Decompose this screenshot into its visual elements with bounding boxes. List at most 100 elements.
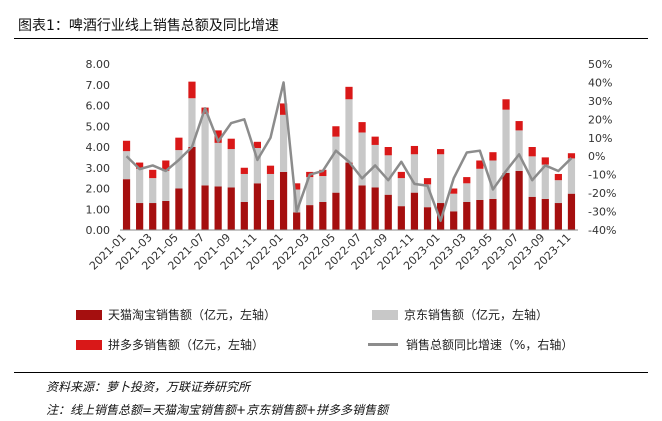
bar-jd xyxy=(489,160,497,199)
bar-tmall xyxy=(502,172,510,230)
left-axis-tick-label: 5.00 xyxy=(86,120,111,133)
bar-jd xyxy=(332,136,340,193)
bar-pdd xyxy=(476,160,484,169)
bar-tmall xyxy=(450,211,458,230)
right-axis-tick-label: 50% xyxy=(588,58,612,71)
bar-tmall xyxy=(319,201,327,230)
bar-tmall xyxy=(567,193,576,230)
bar-tmall xyxy=(371,187,379,230)
bar-jd xyxy=(266,173,275,200)
right-axis-tick-label: 0% xyxy=(588,150,605,163)
left-axis-tick-label: 4.00 xyxy=(86,141,111,154)
bar-tmall xyxy=(162,200,170,230)
bar-pdd xyxy=(214,130,222,143)
bar-pdd xyxy=(122,140,131,152)
bar-pdd xyxy=(345,86,353,100)
title-divider xyxy=(14,38,648,39)
bar-tmall xyxy=(489,198,497,231)
bar-jd xyxy=(358,132,366,186)
legend-swatch-tmall xyxy=(76,309,102,320)
bar-tmall xyxy=(437,203,445,230)
bar-pdd xyxy=(397,171,405,179)
bar-tmall xyxy=(541,198,549,231)
legend-item-yoy: 销售总额同比增速（%，右轴） xyxy=(368,336,573,353)
bar-jd xyxy=(227,149,235,188)
bar-pdd xyxy=(567,153,576,159)
bar-jd xyxy=(554,180,562,204)
bar-tmall xyxy=(188,147,196,230)
bar-tmall xyxy=(463,201,471,230)
bar-pdd xyxy=(149,169,157,179)
bar-tmall xyxy=(358,185,366,230)
bar-jd xyxy=(384,155,392,195)
bar-jd xyxy=(397,178,405,207)
bar-jd xyxy=(515,130,523,171)
bar-tmall xyxy=(528,196,536,230)
bar-tmall xyxy=(476,199,484,230)
bar-tmall xyxy=(397,206,405,230)
bar-jd xyxy=(201,113,209,186)
bar-tmall xyxy=(227,187,235,230)
bar-tmall xyxy=(410,192,419,230)
bar-jd xyxy=(253,148,261,184)
legend-swatch-jd xyxy=(372,309,398,320)
bar-pdd xyxy=(136,162,144,169)
bar-jd xyxy=(463,183,471,202)
bar-tmall xyxy=(423,207,432,230)
bar-pdd xyxy=(384,147,392,156)
legend-label-yoy: 销售总额同比增速（%，右轴） xyxy=(406,338,574,352)
bar-pdd xyxy=(554,173,562,181)
bar-pdd xyxy=(489,152,497,161)
left-axis-tick-label: 0.00 xyxy=(86,224,111,237)
legend-label-tmall: 天猫淘宝销售额（亿元，左轴） xyxy=(108,308,277,322)
bar-jd xyxy=(502,109,510,173)
bar-pdd xyxy=(188,81,196,99)
bar-jd xyxy=(567,158,576,194)
bar-jd xyxy=(240,173,248,202)
bar-jd xyxy=(528,156,536,197)
footer-divider xyxy=(14,372,648,373)
bar-jd xyxy=(279,114,288,172)
bar-pdd xyxy=(437,149,445,155)
right-axis-tick-label: -40% xyxy=(588,224,616,237)
bar-pdd xyxy=(240,167,248,174)
bar-pdd xyxy=(162,160,170,171)
left-axis-tick-label: 3.00 xyxy=(86,162,111,175)
bar-jd xyxy=(437,154,445,204)
bar-jd xyxy=(319,176,327,202)
bar-jd xyxy=(162,170,170,201)
bar-pdd xyxy=(319,169,327,177)
bar-tmall xyxy=(293,212,301,230)
footnote: 注：线上销售总额=天猫淘宝销售额+京东销售额+拼多多销售额 xyxy=(46,403,389,417)
bar-tmall xyxy=(240,201,248,230)
bar-jd xyxy=(136,168,144,204)
legend-item-tmall: 天猫淘宝销售额（亿元，左轴） xyxy=(76,306,276,323)
bar-tmall xyxy=(122,179,131,230)
bar-pdd xyxy=(423,178,432,185)
bar-jd xyxy=(345,99,353,163)
left-axis-tick-label: 1.00 xyxy=(86,203,111,216)
bar-tmall xyxy=(345,162,353,230)
bar-jd xyxy=(423,184,432,208)
legend-label-jd: 京东销售额（亿元，左轴） xyxy=(404,308,549,322)
bar-tmall xyxy=(332,192,340,230)
series-line-yoy xyxy=(125,81,573,223)
bar-tmall xyxy=(279,171,288,230)
right-axis-tick-label: -30% xyxy=(588,206,616,219)
legend-label-pdd: 拼多多销售额（亿元，左轴） xyxy=(108,338,265,352)
bar-tmall xyxy=(149,203,157,230)
bar-tmall xyxy=(214,186,222,230)
left-axis-tick-label: 8.00 xyxy=(86,58,111,71)
bar-pdd xyxy=(450,188,458,194)
bar-pdd xyxy=(266,165,275,174)
bar-tmall xyxy=(266,199,275,230)
right-axis-tick-label: 20% xyxy=(588,113,612,126)
chart-title: 图表1：啤酒行业线上销售总额及同比增速 xyxy=(18,18,279,34)
legend-item-pdd: 拼多多销售额（亿元，左轴） xyxy=(76,336,264,353)
left-axis-tick-label: 6.00 xyxy=(86,100,111,113)
bar-jd xyxy=(476,168,484,200)
bar-pdd xyxy=(463,177,471,184)
bar-tmall xyxy=(384,194,392,230)
legend-swatch-pdd xyxy=(76,339,102,350)
bar-pdd xyxy=(293,183,301,190)
